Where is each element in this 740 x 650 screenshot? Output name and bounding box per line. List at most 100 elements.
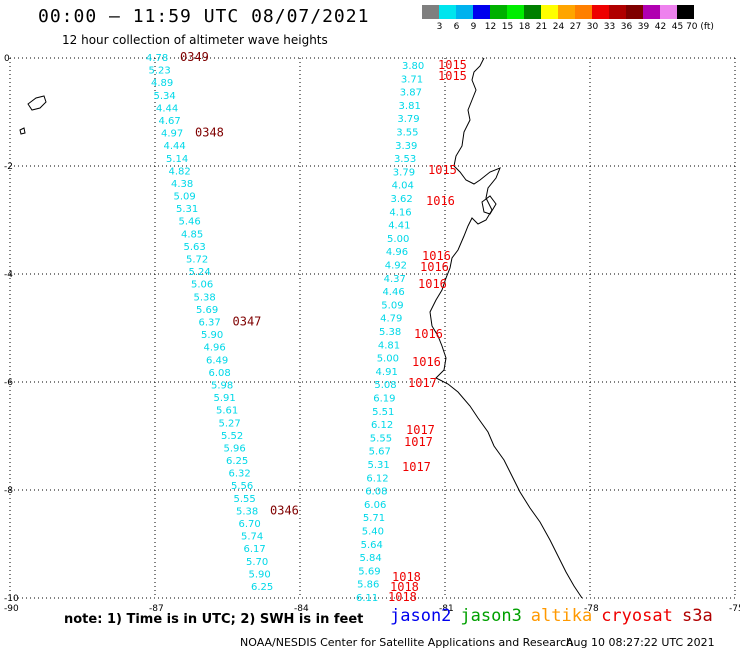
wave-height-label: 4.97 (161, 129, 183, 140)
legend-label: 36 (620, 22, 633, 32)
legend-label: 6 (453, 22, 460, 32)
legend-swatch (524, 5, 541, 19)
legend-label: 39 (637, 22, 650, 32)
satellite-label-jason2: jason2 (390, 606, 452, 626)
wave-height-label: 5.64 (361, 540, 383, 551)
wave-height-label: 6.12 (366, 473, 388, 484)
wave-height-label: 5.09 (381, 300, 403, 311)
satellite-label-s3a: s3a (682, 606, 713, 626)
time-label: 0349 (180, 50, 209, 64)
generated-timestamp: Aug 10 08:27:22 UTC 2021 (566, 636, 715, 649)
wave-height-label: 5.38 (379, 327, 401, 338)
legend-label: 12 (484, 22, 497, 32)
wave-height-label: 5.46 (179, 217, 201, 228)
wave-height-label: 4.04 (392, 181, 414, 192)
time-label: 1018 (390, 580, 419, 594)
lat-tick-label: -4 (4, 270, 13, 280)
wave-height-label: 5.00 (377, 354, 399, 365)
wave-height-label: 5.27 (219, 418, 241, 429)
map-title: 00:00 – 11:59 UTC 08/07/2021 (38, 6, 370, 27)
time-label: 1018 (388, 590, 417, 604)
wave-height-label: 5.72 (186, 255, 208, 266)
time-label: 1016 (414, 327, 443, 341)
wave-height-label: 5.24 (189, 267, 211, 278)
wave-height-label: 4.37 (384, 274, 406, 285)
wave-height-label: 5.91 (214, 393, 236, 404)
time-label: 1017 (404, 435, 433, 449)
legend-swatch (473, 5, 490, 19)
legend-swatch (507, 5, 524, 19)
wave-height-label: 6.06 (364, 500, 386, 511)
wave-height-label: 4.91 (376, 367, 398, 378)
wave-height-label: 3.62 (391, 194, 413, 205)
legend-label: 18 (518, 22, 531, 32)
wave-height-label: 4.79 (380, 314, 402, 325)
legend-swatch (592, 5, 609, 19)
wave-height-label: 4.16 (389, 207, 411, 218)
wave-height-label: 5.61 (216, 406, 238, 417)
wave-height-label: 5.98 (211, 380, 233, 391)
wave-height-label: 4.67 (159, 116, 181, 127)
time-label: 1017 (408, 376, 437, 390)
wave-height-label: 3.79 (397, 114, 419, 125)
wave-height-label: 5.38 (236, 506, 258, 517)
wave-height-label: 6.25 (226, 456, 248, 467)
legend-swatch (541, 5, 558, 19)
wave-height-label: 5.06 (191, 280, 213, 291)
lon-tick-label: -75 (729, 604, 740, 614)
time-label: 1016 (420, 260, 449, 274)
wave-height-label: 5.56 (231, 481, 253, 492)
map-subtitle: 12 hour collection of altimeter wave hei… (62, 33, 328, 47)
lat-tick-label: -6 (4, 378, 13, 388)
wave-height-label: 3.80 (402, 61, 424, 72)
lon-tick-label: -84 (294, 604, 309, 614)
wave-height-label: 4.92 (385, 261, 407, 272)
wave-height-label: 5.55 (370, 433, 392, 444)
axis-labels: -90 -87 -84 -81 -78 -75 0 -2 -4 -6 -8 -10 (4, 54, 740, 614)
legend-swatch (626, 5, 643, 19)
wave-height-label: 4.85 (181, 229, 203, 240)
wave-height-label: 5.52 (221, 431, 243, 442)
island-outline (481, 195, 497, 215)
lon-tick-label: -90 (4, 604, 19, 614)
wave-height-label: 6.25 (251, 582, 273, 593)
island-outline (27, 95, 47, 111)
wave-height-label: 3.81 (399, 101, 421, 112)
wave-height-label: 3.53 (394, 154, 416, 165)
wave-height-label: 5.69 (358, 566, 380, 577)
wave-height-label: 6.08 (209, 368, 231, 379)
wave-height-label: 4.96 (204, 343, 226, 354)
wave-height-label: 6.08 (365, 487, 387, 498)
lat-tick-label: -10 (4, 594, 19, 604)
legend-label: 21 (535, 22, 548, 32)
wave-height-label: 5.71 (363, 513, 385, 524)
lat-tick-label: 0 (4, 54, 10, 64)
time-label: 1016 (426, 194, 455, 208)
wave-height-label: 4.38 (171, 179, 193, 190)
legend-swatch (422, 5, 439, 19)
wave-height-label: 5.40 (362, 527, 384, 538)
legend-label: 24 (552, 22, 565, 32)
time-label: 0348 (195, 126, 224, 140)
time-label: 1015 (438, 69, 467, 83)
legend-swatch (490, 5, 507, 19)
wave-height-label: 3.71 (401, 74, 423, 85)
wave-height-label: 4.78 (146, 53, 168, 64)
wave-height-label: 5.63 (184, 242, 206, 253)
wave-height-label: 5.08 (374, 380, 396, 391)
wave-height-label: 4.44 (156, 103, 178, 114)
time-label: 1015 (438, 58, 467, 72)
coastline-path (429, 57, 583, 599)
wave-height-label: 5.55 (234, 494, 256, 505)
legend-swatch (609, 5, 626, 19)
wave-height-label: 6.70 (239, 519, 261, 530)
legend-label: 27 (569, 22, 582, 32)
wave-height-label: 4.81 (378, 340, 400, 351)
wave-height-label: 5.67 (369, 447, 391, 458)
wave-height-label: 4.82 (169, 166, 191, 177)
time-label: 1016 (422, 249, 451, 263)
wave-height-label: 5.00 (387, 234, 409, 245)
time-label: 1017 (406, 423, 435, 437)
legend-swatch (558, 5, 575, 19)
wave-height-label: 4.44 (164, 141, 186, 152)
